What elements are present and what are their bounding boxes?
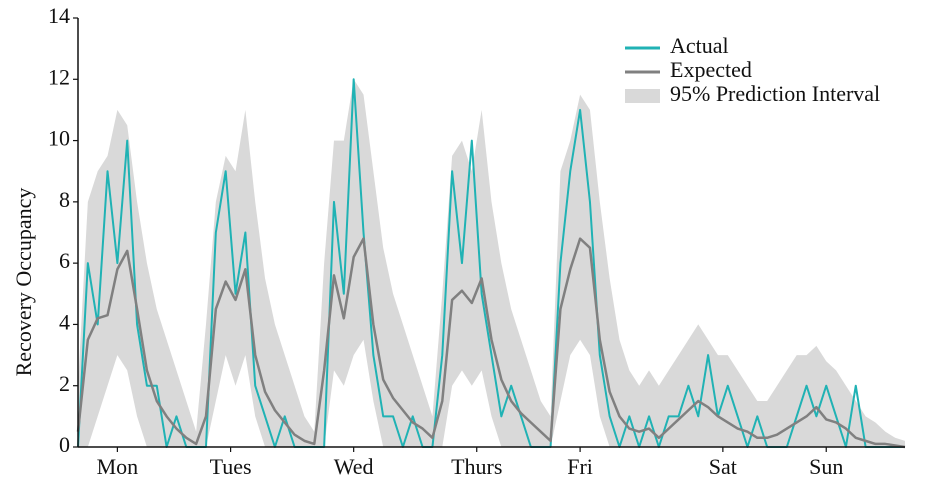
y-axis-label: Recovery Occupancy [11,188,36,377]
series-line [76,237,906,449]
y-tick-label: 6 [59,248,70,273]
legend-label: Expected [670,57,752,82]
y-tick-label: 0 [59,432,70,457]
x-tick-label: Mon [97,454,139,479]
y-tick-label: 4 [59,309,70,334]
y-tick-label: 14 [48,3,70,28]
y-tick-label: 12 [48,64,70,89]
x-tick-label: Tues [210,454,252,479]
y-tick-label: 10 [48,126,70,151]
x-tick-label: Sun [809,454,843,479]
y-tick-label: 8 [59,187,70,212]
y-tick-label: 2 [59,371,70,396]
x-tick-label: Wed [334,454,374,479]
legend-label: 95% Prediction Interval [670,81,880,106]
x-tick-label: Fri [567,454,593,479]
legend-swatch [625,89,660,103]
legend-label: Actual [670,33,729,58]
x-tick-label: Thurs [451,454,502,479]
x-tick-label: Sat [709,454,737,479]
prediction-interval [78,79,905,448]
